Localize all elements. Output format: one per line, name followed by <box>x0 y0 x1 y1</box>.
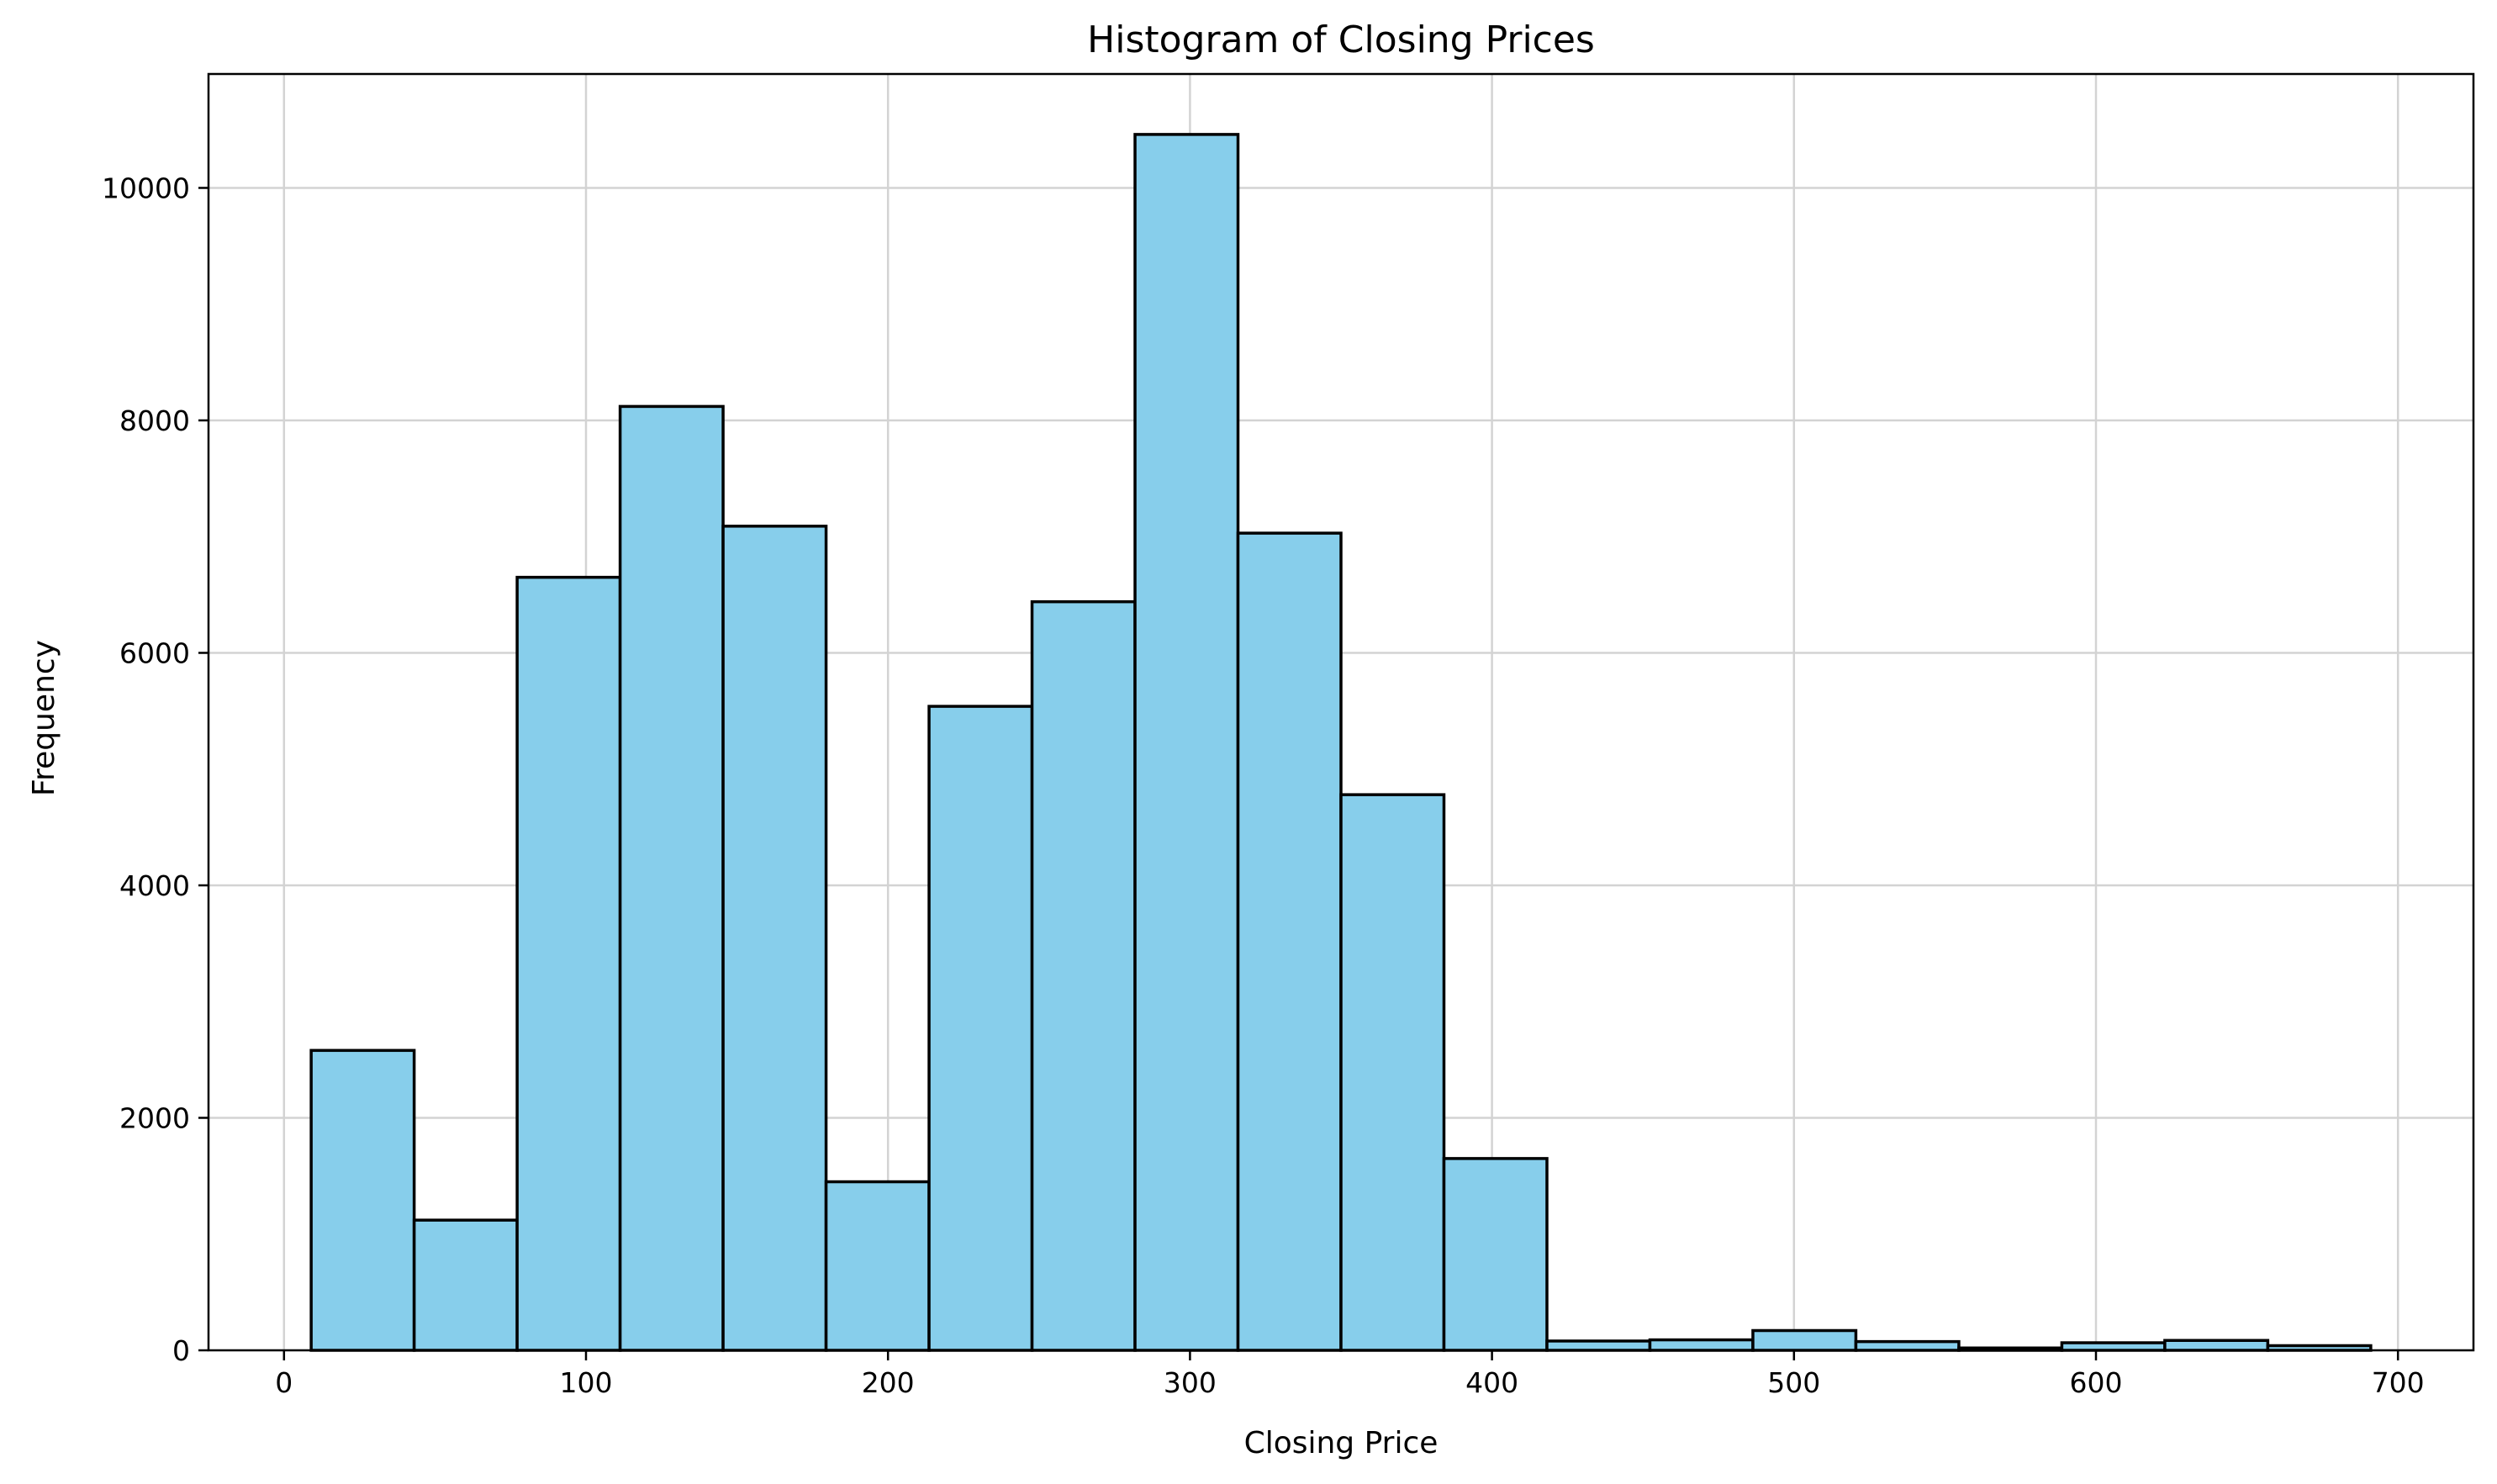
x-tick-label: 400 <box>1465 1366 1518 1399</box>
histogram-bar <box>2060 1341 2167 1352</box>
histogram-bar <box>1030 599 1137 1352</box>
y-tick-label: 0 <box>172 1334 190 1367</box>
histogram-bar <box>1854 1339 1961 1352</box>
axes-layer: 0 100 200 300 400 500 600 700 0 2000 4000 6000 8000 1… <box>102 72 2475 1399</box>
bars-layer <box>309 133 2373 1352</box>
histogram-bar <box>412 1218 519 1352</box>
histogram-bar <box>1133 133 1240 1352</box>
histogram-bar <box>1442 1157 1549 1352</box>
histogram-bar <box>721 525 828 1352</box>
x-tick-label: 300 <box>1164 1366 1217 1399</box>
histogram-bar <box>515 575 622 1352</box>
histogram-bar <box>1648 1338 1755 1352</box>
chart-title: Histogram of Closing Prices <box>1087 18 1595 61</box>
histogram-bar <box>1751 1328 1858 1352</box>
histogram-bar <box>2163 1339 2270 1352</box>
histogram-bar <box>1339 793 1446 1352</box>
histogram-bar <box>618 404 725 1352</box>
histogram-bar <box>927 705 1034 1352</box>
histogram-bar <box>824 1180 931 1352</box>
plot-frame <box>207 72 2475 1352</box>
x-tick-label: 200 <box>862 1366 915 1399</box>
x-tick-label: 700 <box>2372 1366 2425 1399</box>
y-axis-label: Frequency <box>27 640 61 796</box>
x-tick-label: 0 <box>275 1366 293 1399</box>
y-tick-label: 10000 <box>102 172 190 204</box>
histogram-bar <box>1545 1339 1652 1352</box>
histogram-bar <box>309 1048 416 1352</box>
y-tick-label: 2000 <box>119 1101 190 1134</box>
x-tick-label: 500 <box>1767 1366 1820 1399</box>
y-tick-label: 4000 <box>119 869 190 902</box>
y-tick-label: 6000 <box>119 636 190 669</box>
y-tick-label: 8000 <box>119 404 190 437</box>
histogram-bar <box>1236 531 1343 1352</box>
x-tick-label: 600 <box>2070 1366 2123 1399</box>
x-axis-label: Closing Price <box>1244 1426 1439 1460</box>
x-tick-label: 100 <box>560 1366 613 1399</box>
